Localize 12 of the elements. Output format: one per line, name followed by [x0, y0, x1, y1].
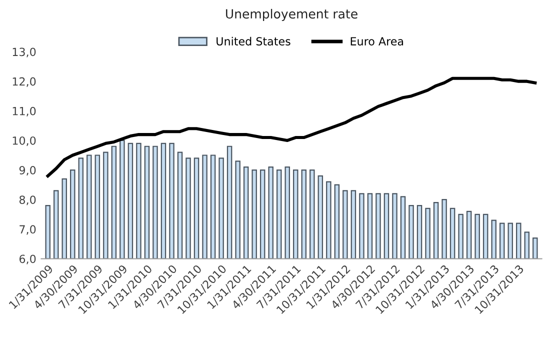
y-tick-label: 13,0 [12, 48, 36, 58]
chart-title: Unemployement rate [226, 8, 358, 22]
y-tick-label: 12,0 [12, 77, 36, 87]
y-tick-label: 6,0 [19, 254, 36, 264]
legend-label: United States [216, 36, 290, 46]
y-tick-label: 10,0 [12, 136, 36, 146]
y-tick-label: 7,0 [20, 225, 36, 235]
y-tick-label: 11,0 [12, 106, 36, 116]
line-series [46, 76, 537, 178]
y-tick-label: 9,0 [19, 166, 36, 176]
y-tick-label: 8,0 [19, 196, 36, 206]
legend-label: Euro Area [350, 37, 404, 46]
